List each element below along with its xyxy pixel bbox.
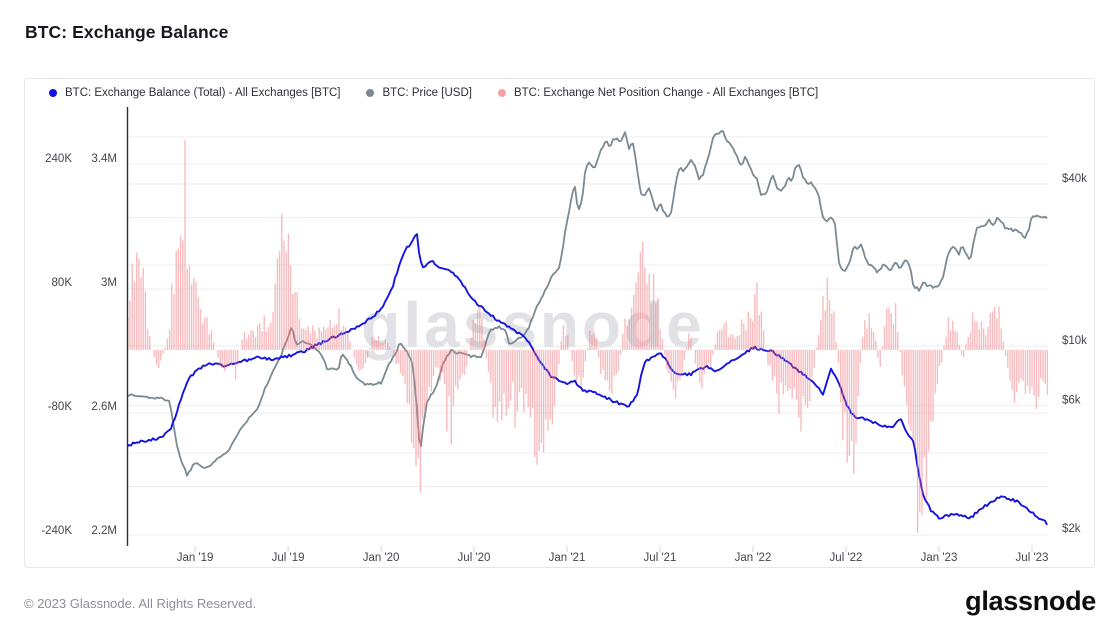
gridlines — [127, 136, 1048, 536]
balance-axis-tick-label: 2.6M — [91, 401, 117, 413]
x-axis-tick-label: Jan '22 — [735, 552, 772, 564]
legend-item-0[interactable]: BTC: Exchange Balance (Total) - All Exch… — [49, 87, 340, 99]
balance-axis-tick-label: 2.2M — [91, 525, 117, 537]
x-axis-tick-label: Jul '19 — [272, 552, 305, 564]
legend-item-label: BTC: Price [USD] — [382, 87, 472, 99]
glassnode-logo: glassnode — [965, 586, 1096, 616]
legend-dot-icon — [49, 89, 57, 97]
exchange-balance-line — [127, 233, 1048, 526]
price-axis-tick-label: $40k — [1062, 173, 1087, 185]
balance-axis-tick-label: 3.4M — [91, 153, 117, 165]
exchange-balance-chart[interactable]: glassnode240K80K-80K-240K3.4M3M2.6M2.2M$… — [25, 107, 1094, 567]
net-axis-tick-label: 80K — [52, 277, 73, 289]
legend-item-2[interactable]: BTC: Exchange Net Position Change - All … — [497, 87, 819, 99]
x-axis-tick-label: Jul '20 — [458, 552, 491, 564]
price-axis-labels: $40k $10k $6k $2k — [1062, 173, 1087, 535]
legend-item-label: BTC: Exchange Net Position Change - All … — [513, 87, 819, 99]
x-axis-tick-label: Jan '19 — [177, 552, 214, 564]
net-axis-tick-label: 240K — [45, 153, 72, 165]
net-position-axis-labels: 240K 80K -80K -240K — [41, 153, 72, 537]
page-title: BTC: Exchange Balance — [25, 22, 229, 42]
x-axis-labels: Jan '19 Jul '19 Jan '20 Jul '20 Jan '21 Jul '… — [177, 552, 1049, 564]
x-axis-tick-label: Jan '21 — [549, 552, 586, 564]
copyright-text: © 2023 Glassnode. All Rights Reserved. — [24, 596, 257, 611]
legend-item-label: BTC: Exchange Balance (Total) - All Exch… — [65, 87, 341, 99]
chart-card: BTC: Exchange Balance (Total) - All Exch… — [24, 78, 1095, 568]
net-axis-tick-label: -80K — [48, 401, 73, 413]
net-axis-tick-label: -240K — [41, 525, 72, 537]
plot-area[interactable]: glassnode 240K 80K -80K -240K 3.4M 3M 2.6M 2.2M $… — [25, 107, 1094, 567]
legend-dot-icon — [497, 89, 506, 97]
price-axis-tick-label: $6k — [1062, 395, 1081, 407]
x-axis-tick-label: Jul '21 — [644, 552, 677, 564]
legend-item-1[interactable]: BTC: Price [USD] — [366, 87, 472, 99]
price-axis-tick-label: $2k — [1062, 523, 1081, 535]
net-position-change-bars — [127, 140, 1048, 533]
balance-axis-labels: 3.4M 3M 2.6M 2.2M — [91, 153, 117, 537]
price-axis-tick-label: $10k — [1062, 335, 1087, 347]
balance-axis-tick-label: 3M — [101, 277, 117, 289]
x-axis-tick-label: Jan '20 — [363, 552, 400, 564]
x-axis-tick-label: Jul '23 — [1016, 552, 1049, 564]
legend: BTC: Exchange Balance (Total) - All Exch… — [25, 79, 1094, 107]
x-axis-tick-label: Jan '23 — [921, 552, 958, 564]
legend-dot-icon — [366, 89, 375, 97]
x-axis-ticks — [194, 546, 1033, 552]
x-axis-tick-label: Jul '22 — [830, 552, 863, 564]
